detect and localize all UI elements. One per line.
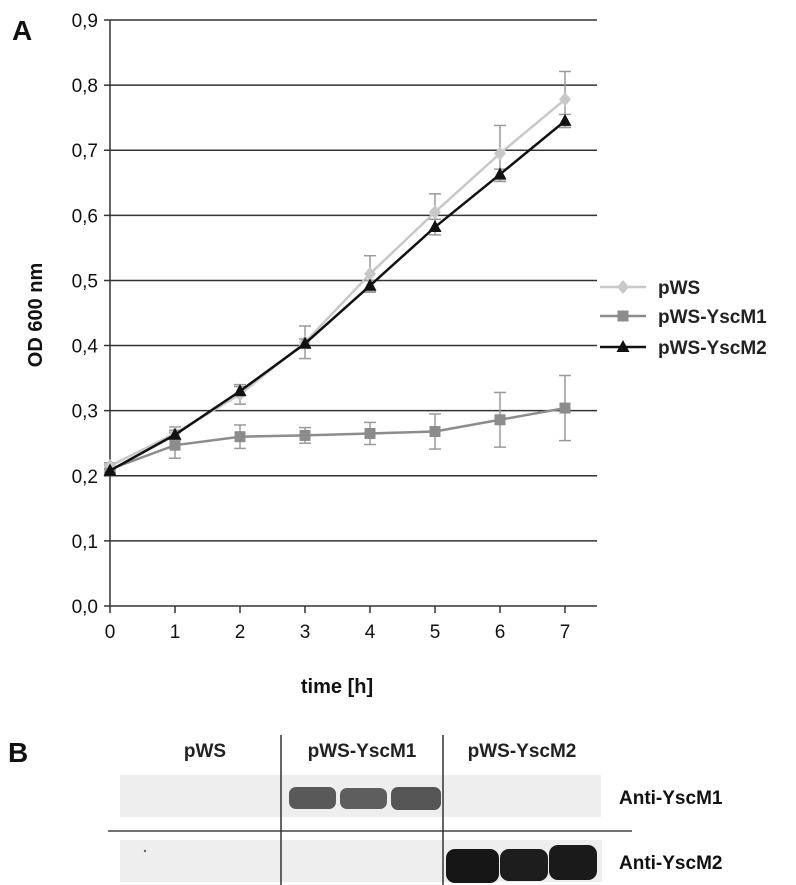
data-point-pws-yscm2 [168, 427, 182, 440]
band-anti-yscm2-3 [549, 845, 597, 880]
data-point-pws [364, 266, 376, 281]
x-tick-label: 1 [170, 622, 181, 643]
series-line-pws-yscm1 [109, 406, 566, 471]
lane-label-pws: pWS [184, 741, 226, 762]
y-axis-ticks: 0,0 0,1 0,2 0,3 0,4 0,5 0,6 0,7 0,8 0,9 [72, 11, 99, 618]
x-tick-label: 4 [365, 622, 376, 643]
antibody-label-anti-yscm2: Anti-YscM2 [619, 853, 722, 874]
x-tick-label: 2 [235, 622, 246, 643]
legend-item-pws: pWS [600, 278, 700, 299]
data-point-pws-yscm2 [298, 336, 312, 349]
data-point-pws [559, 92, 571, 107]
x-tick-label: 5 [430, 622, 441, 643]
data-point-pws-yscm1 [364, 427, 376, 439]
lane-label-pws-yscm2: pWS-YscM2 [468, 741, 577, 762]
y-axis-title: OD 600 nm [25, 263, 47, 367]
data-point-pws-yscm1 [299, 429, 311, 441]
series-pws [104, 70, 571, 474]
legend-label: pWS [658, 278, 700, 299]
y-tick-label: 0,5 [72, 271, 98, 292]
series-pws-yscm2 [103, 113, 572, 476]
legend-label: pWS-YscM1 [658, 307, 767, 328]
series-pws-yscm1 [104, 374, 571, 475]
band-anti-yscm2-2 [500, 849, 548, 881]
y-tick-label: 0,6 [72, 206, 98, 227]
y-tick-label: 0,0 [72, 597, 98, 618]
panel-b-letter: B [8, 737, 28, 768]
data-point-pws-yscm1 [169, 439, 181, 451]
band-anti-yscm1-1 [289, 787, 336, 809]
y-tick-label: 0,2 [72, 467, 98, 488]
legend-marker-pws-yscm2 [616, 340, 630, 352]
western-blot: pWS pWS-YscM1 pWS-YscM2 Anti-YscM1 Anti-… [108, 735, 723, 885]
grid-lines [104, 19, 597, 607]
data-point-pws-yscm2 [363, 278, 377, 291]
data-point-pws-yscm1 [429, 426, 441, 438]
data-point-pws-yscm2 [493, 167, 507, 180]
y-tick-label: 0,1 [72, 532, 98, 553]
x-tick-label: 0 [105, 622, 116, 643]
legend-label: pWS-YscM2 [658, 338, 767, 359]
x-axis-title: time [h] [301, 676, 373, 698]
data-point-pws-yscm2 [558, 113, 572, 126]
band-anti-yscm1-3 [391, 787, 441, 810]
data-point-pws-yscm1 [234, 431, 246, 443]
y-tick-label: 0,7 [72, 141, 98, 162]
data-point-pws [429, 205, 441, 220]
legend-marker-pws-yscm1 [617, 310, 629, 322]
legend-item-pws-yscm2: pWS-YscM2 [600, 338, 767, 359]
panel-a-letter: A [12, 15, 32, 46]
data-point-pws-yscm2 [103, 463, 117, 476]
lane-label-pws-yscm1: pWS-YscM1 [308, 741, 417, 762]
series-layer [103, 70, 572, 476]
x-tick-label: 3 [300, 622, 311, 643]
data-point-pws-yscm1 [494, 414, 506, 426]
y-tick-label: 0,9 [72, 11, 98, 32]
x-axis-ticks: 0 1 2 3 4 5 6 7 [105, 606, 571, 643]
blot-speck [143, 849, 147, 853]
series-line-pws-yscm2 [109, 119, 566, 472]
band-anti-yscm2-1 [446, 849, 499, 883]
x-tick-label: 6 [495, 622, 506, 643]
data-point-pws-yscm2 [233, 384, 247, 397]
y-tick-label: 0,8 [72, 76, 98, 97]
band-anti-yscm1-2 [340, 788, 387, 809]
y-tick-label: 0,3 [72, 402, 98, 423]
data-point-pws [494, 146, 506, 161]
data-point-pws-yscm1 [559, 402, 571, 414]
x-tick-label: 7 [560, 622, 571, 643]
legend: pWS pWS-YscM1 pWS-YscM2 [600, 278, 767, 359]
y-tick-label: 0,4 [72, 337, 99, 358]
legend-marker-pws [617, 280, 629, 294]
antibody-label-anti-yscm1: Anti-YscM1 [619, 788, 723, 809]
data-point-pws-yscm2 [428, 220, 442, 233]
legend-item-pws-yscm1: pWS-YscM1 [600, 307, 767, 328]
